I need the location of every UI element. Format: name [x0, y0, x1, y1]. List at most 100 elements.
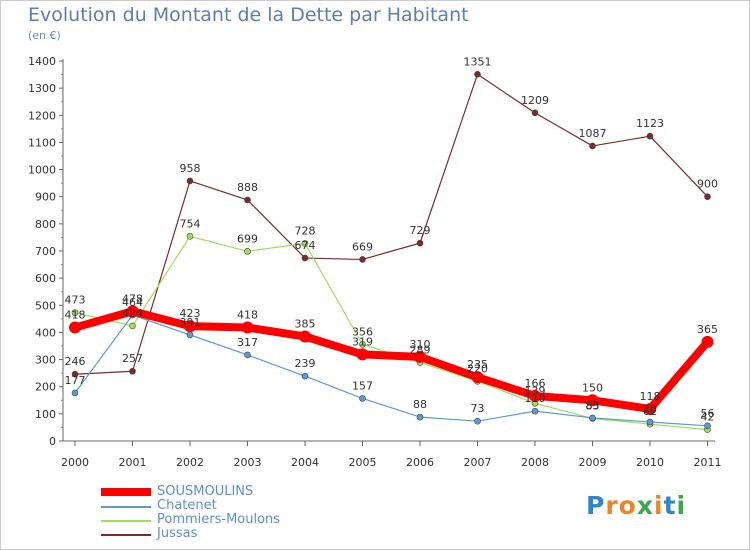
chart-title: Evolution du Montant de la Dette par Hab… — [28, 4, 469, 26]
data-point-sousmoulins — [69, 321, 81, 334]
y-tick-label: 300 — [35, 354, 56, 367]
data-point-pommiers-moulons — [301, 240, 309, 247]
data-point-sousmoulins — [644, 402, 656, 415]
data-label-sousmoulins: 385 — [295, 318, 316, 331]
y-tick-label: 900 — [35, 191, 56, 204]
x-tick-label: 2002 — [176, 456, 204, 469]
y-tick-label: 1100 — [28, 136, 56, 149]
data-label-jussas: 1123 — [636, 117, 664, 130]
series-line-jussas — [74, 73, 709, 375]
x-tick-label: 2001 — [119, 456, 147, 469]
data-label-chatenet: 177 — [65, 374, 86, 387]
data-label-sousmoulins: 166 — [525, 377, 546, 390]
data-point-chatenet — [186, 331, 194, 339]
data-point-sousmoulins — [299, 330, 311, 343]
data-point-jussas — [646, 132, 654, 140]
data-point-chatenet — [589, 414, 596, 422]
data-label-chatenet: 70 — [643, 403, 657, 416]
logo-letter: t — [663, 491, 677, 520]
data-point-sousmoulins — [184, 320, 196, 333]
data-label-sousmoulins: 118 — [640, 390, 661, 403]
x-tick-label: 2003 — [234, 456, 262, 469]
data-label-chatenet: 88 — [413, 398, 427, 411]
legend-label-sousmoulins: SOUSMOULINS — [157, 484, 254, 499]
data-point-chatenet — [704, 422, 711, 430]
y-tick-label: 0 — [49, 435, 56, 448]
data-point-pommiers-moulons — [71, 309, 79, 316]
y-tick-label: 700 — [35, 245, 56, 258]
data-point-chatenet — [71, 389, 79, 397]
data-point-sousmoulins — [241, 321, 254, 334]
chart-unit: (en €) — [28, 29, 61, 42]
y-tick-label: 500 — [35, 299, 56, 312]
logo-letter: P — [586, 491, 606, 520]
data-label-chatenet: 239 — [295, 357, 316, 370]
data-label-sousmoulins: 478 — [122, 292, 143, 305]
data-point-jussas — [531, 109, 539, 117]
data-point-jussas — [244, 196, 251, 204]
data-point-chatenet — [474, 417, 481, 425]
legend-swatch-jussas — [101, 534, 151, 536]
data-label-pommiers-moulons: 356 — [352, 325, 373, 338]
y-tick-label: 1000 — [28, 164, 56, 177]
data-point-chatenet — [531, 407, 539, 415]
data-label-chatenet: 110 — [525, 392, 546, 405]
data-label-pommiers-moulons: 42 — [701, 411, 715, 424]
legend-label-chatenet: Chatenet — [157, 498, 217, 513]
data-point-sousmoulins — [529, 389, 541, 402]
data-point-jussas — [71, 370, 79, 378]
data-label-chatenet: 73 — [471, 402, 485, 415]
data-point-jussas — [301, 254, 309, 262]
data-label-jussas: 729 — [410, 224, 431, 237]
data-label-chatenet: 317 — [237, 336, 258, 349]
logo-letter: i — [654, 491, 664, 520]
data-point-chatenet — [359, 395, 366, 402]
y-tick-label: 600 — [35, 272, 56, 285]
y-tick-label: 100 — [35, 408, 56, 421]
y-tick-label: 200 — [35, 381, 56, 394]
legend-label-jussas: Jussas — [157, 526, 198, 541]
y-tick-label: 800 — [35, 218, 56, 231]
data-label-jussas: 669 — [352, 240, 373, 253]
data-point-jussas — [474, 71, 481, 78]
data-label-pommiers-moulons: 754 — [180, 217, 201, 230]
data-point-jussas — [589, 142, 596, 150]
data-label-pommiers-moulons: 289 — [410, 344, 431, 357]
x-tick-label: 2005 — [349, 456, 377, 469]
data-label-pommiers-moulons: 424 — [122, 307, 143, 320]
logo-letter: x — [636, 491, 654, 520]
data-label-sousmoulins: 423 — [180, 307, 201, 320]
data-point-chatenet — [416, 413, 424, 421]
data-point-chatenet — [301, 372, 309, 380]
data-point-sousmoulins — [414, 350, 426, 363]
data-label-sousmoulins: 418 — [237, 309, 258, 322]
data-point-chatenet — [244, 351, 251, 359]
data-label-sousmoulins: 418 — [65, 309, 86, 322]
x-tick-label: 2009 — [579, 456, 607, 469]
data-label-pommiers-moulons: 220 — [467, 362, 488, 375]
data-label-jussas: 1351 — [464, 55, 492, 68]
data-label-pommiers-moulons: 728 — [295, 224, 316, 237]
data-point-chatenet — [646, 418, 654, 426]
data-label-jussas: 1209 — [521, 94, 549, 107]
data-point-sousmoulins — [126, 305, 139, 318]
data-label-sousmoulins: 150 — [582, 381, 603, 394]
data-label-pommiers-moulons: 699 — [237, 232, 258, 245]
y-tick-label: 1200 — [28, 109, 56, 122]
series-line-chatenet — [74, 314, 709, 427]
logo-letter: i — [676, 491, 687, 520]
x-tick-label: 2010 — [636, 456, 664, 469]
logo-letter: r — [605, 491, 619, 520]
data-point-jussas — [359, 256, 366, 263]
proxiti-logo: Proxiti — [586, 491, 686, 520]
x-tick-label: 2004 — [291, 456, 319, 469]
data-label-sousmoulins: 319 — [352, 335, 373, 348]
data-point-sousmoulins — [701, 335, 714, 348]
y-tick-label: 1300 — [28, 82, 56, 95]
data-label-pommiers-moulons: 139 — [525, 384, 546, 397]
data-label-chatenet: 391 — [180, 316, 201, 329]
data-label-sousmoulins: 365 — [697, 323, 718, 336]
x-tick-label: 2007 — [464, 456, 492, 469]
